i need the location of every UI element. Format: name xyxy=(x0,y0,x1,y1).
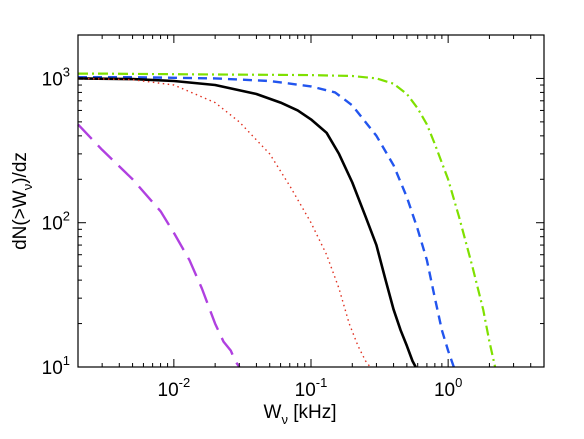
plot-area-background xyxy=(78,35,544,367)
x-axis-title: Wν [kHz] xyxy=(264,402,337,427)
series-line-1 xyxy=(78,72,497,368)
y-tick-label: 101 xyxy=(42,353,70,379)
x-tick-label: 100 xyxy=(434,375,462,401)
x-tick-label: 10-2 xyxy=(158,375,191,401)
plot-frame xyxy=(77,34,545,368)
y-tick-label: 103 xyxy=(42,64,70,90)
y-axis-title: dN(>Wν)/dz xyxy=(10,152,35,250)
x-tick-label: 10-1 xyxy=(295,375,328,401)
label-layer: 10-2 10-1 100 101 102 103 xyxy=(42,64,463,401)
series-line-3 xyxy=(77,77,417,368)
series-layer xyxy=(77,72,497,368)
y-tick-label: 102 xyxy=(42,209,70,235)
series-line-5 xyxy=(77,123,241,368)
tick-layer xyxy=(77,34,545,368)
series-line-4 xyxy=(77,77,371,368)
series-line-2 xyxy=(78,75,455,368)
